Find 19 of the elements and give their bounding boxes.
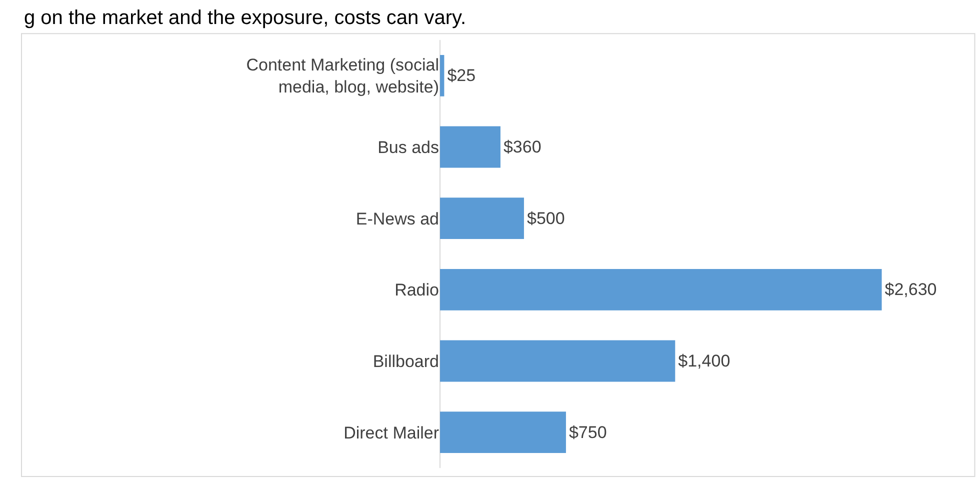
- data-label: $750: [568, 422, 607, 442]
- data-label: $360: [503, 138, 542, 156]
- data-label: $2,630: [884, 280, 937, 300]
- y-tick-label: E-News ad: [356, 209, 439, 228]
- y-tick-label: Billboard: [372, 352, 439, 371]
- y-tick-label: Direct Mailer: [344, 423, 440, 442]
- y-tick-label: Radio: [394, 280, 439, 300]
- y-tick-label: Content Marketing (social media, blog, website): [246, 56, 439, 97]
- text: g on the market and the exposure, costs can vary.: [24, 7, 466, 29]
- bar: [440, 198, 524, 240]
- data-label: $1,400: [678, 352, 730, 370]
- bar: [440, 268, 882, 310]
- bar: [440, 412, 566, 454]
- bar: [440, 340, 676, 382]
- y-tick-label: Bus ads: [378, 138, 439, 157]
- data-label: $25: [447, 66, 476, 86]
- bar: [440, 126, 500, 168]
- data-label: $500: [526, 208, 565, 228]
- bar: [440, 54, 444, 96]
